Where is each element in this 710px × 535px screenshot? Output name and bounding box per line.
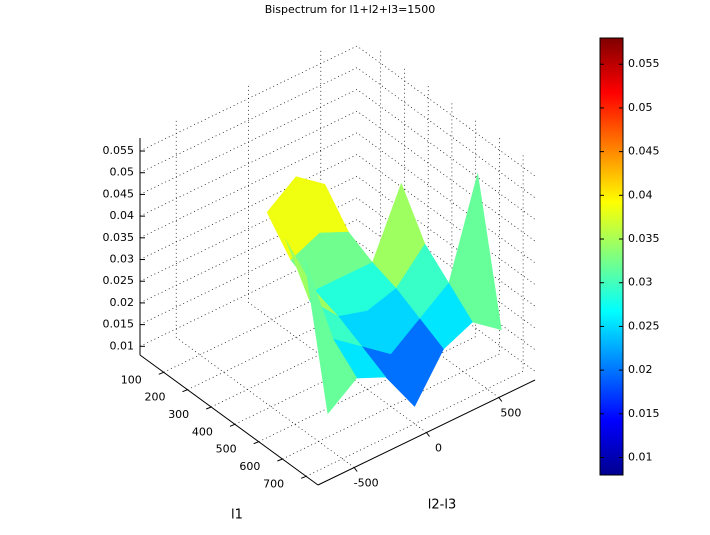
x-tick-label: 400 [192,425,213,438]
grid-line [163,50,382,373]
y-tick [353,467,358,472]
grid-line [211,85,429,408]
y-tick [426,432,430,437]
grid-line [139,88,536,220]
x-tick [158,371,164,375]
y-tick-label: 0 [435,442,442,455]
colorbar-tick-label: 0.05 [628,101,653,114]
z-tick-label: 0.025 [103,274,135,287]
grid-line [282,137,500,460]
x-tick [206,406,212,410]
x-tick-label: 500 [216,443,237,456]
z-tick-label: 0.035 [103,231,135,244]
grid-line [175,120,355,468]
colorbar [599,37,624,476]
grid-line [139,240,536,372]
y-tick-label: -500 [354,477,379,490]
x-axis-label: l1 [231,508,243,523]
colorbar-tick-label: 0.03 [628,276,653,289]
z-tick-label: 0.01 [110,339,135,352]
x-tick-label: 200 [144,391,165,404]
chart-title: Bispectrum for l1+l2+l3=1500 [265,3,436,16]
z-tick-label: 0.04 [110,209,135,222]
grid-line [248,85,427,433]
x-tick-label: 100 [121,373,142,386]
colorbar-tick-label: 0.01 [628,451,653,464]
z-tick-label: 0.05 [110,166,135,179]
grid-line [305,154,524,477]
x-tick [300,475,307,479]
colorbar-tick-label: 0.045 [628,145,660,158]
colorbar-tick-label: 0.035 [628,232,660,245]
grid-line [139,67,536,198]
grid-line [234,102,453,425]
grid-line [187,67,405,391]
x-tick [229,423,236,427]
x-axis [139,354,319,486]
z-tick-label: 0.055 [103,144,135,157]
z-tick-label: 0.015 [103,318,135,331]
z-tick-label: 0.02 [110,296,135,309]
colorbar-tick-label: 0.04 [628,188,653,201]
colorbar-tick-label: 0.015 [628,407,660,420]
x-tick-label: 700 [263,477,284,490]
colorbar-tick-label: 0.02 [628,363,653,376]
x-tick [253,441,259,445]
colorbar-tick-label: 0.025 [628,319,660,332]
x-tick-label: 600 [239,460,260,473]
z-tick-label: 0.045 [103,187,135,200]
x-tick-label: 300 [168,408,189,421]
y-tick [498,397,503,402]
colorbar-tick-label: 0.055 [628,57,660,70]
x-tick [182,389,188,393]
grid-line [139,45,536,177]
z-tick-label: 0.03 [110,253,135,266]
surface-patch [303,257,358,415]
y-axis-label: l2-l3 [428,498,456,513]
y-tick-label: 500 [500,407,521,420]
x-tick [277,458,283,462]
